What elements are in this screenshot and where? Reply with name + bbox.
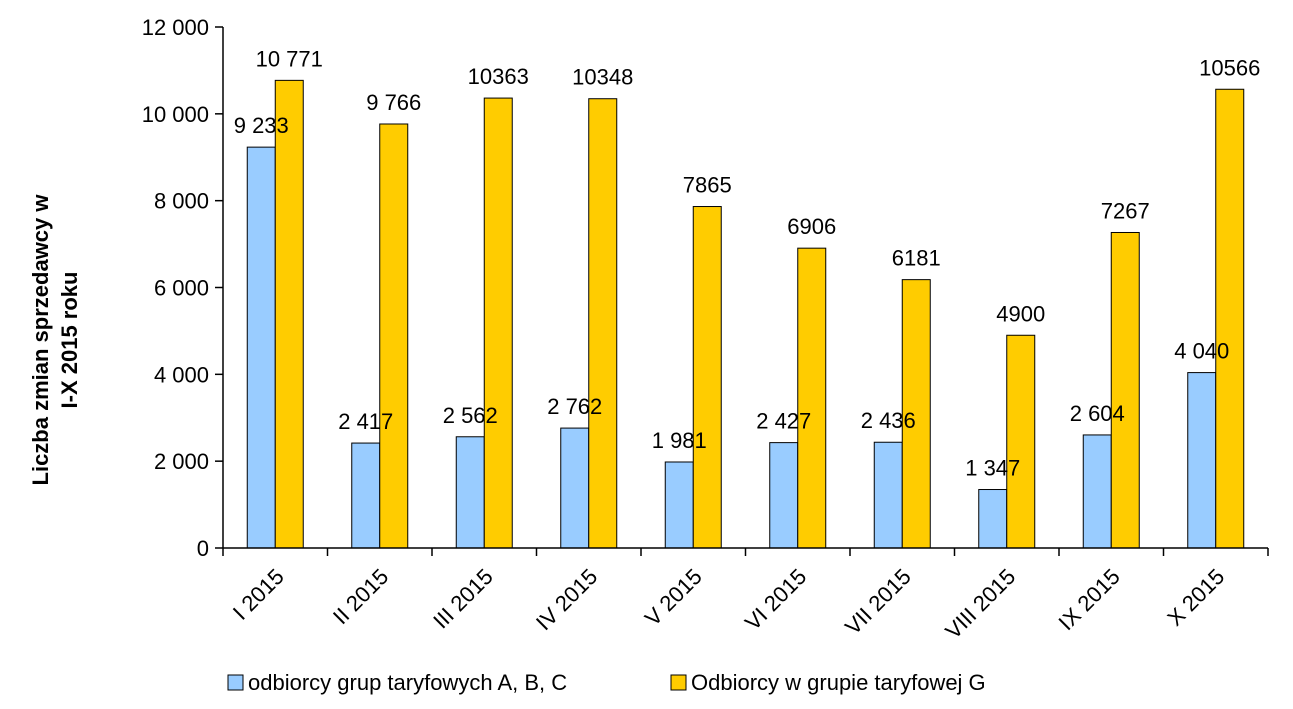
x-axis-category-labels: I 2015 II 2015 III 2015 IV 2015 V 2015 VI 201… xyxy=(228,564,1229,644)
bar-abc xyxy=(769,442,799,549)
bar-abc xyxy=(246,146,276,549)
data-label: 10363 xyxy=(468,64,529,89)
legend: odbiorcy grup taryfowych A, B, C Odbiorcy… xyxy=(227,670,986,695)
y-axis-title-line-1: Liczba zmian sprzedawcy w xyxy=(28,194,53,486)
bar-g xyxy=(1006,334,1036,549)
data-label: 1 347 xyxy=(965,456,1020,481)
x-category-label: I 2015 xyxy=(228,564,289,625)
data-label: 6181 xyxy=(892,246,941,271)
legend-label: Odbiorcy w grupie taryfowej G xyxy=(691,670,986,695)
x-category-label: V 2015 xyxy=(640,564,707,631)
x-category-label: VII 2015 xyxy=(840,564,916,640)
data-label: 4 040 xyxy=(1174,339,1229,364)
data-label: 6906 xyxy=(787,214,836,239)
data-label: 4900 xyxy=(996,301,1045,326)
x-category-label: III 2015 xyxy=(428,564,498,634)
legend-swatch xyxy=(670,674,687,691)
legend-label: odbiorcy grup taryfowych A, B, C xyxy=(248,670,567,695)
x-category-label: X 2015 xyxy=(1162,564,1229,631)
y-axis-title: Liczba zmian sprzedawcy w I-X 2015 roku xyxy=(28,194,82,486)
y-tick-label: 10 000 xyxy=(142,102,209,127)
data-label: 2 417 xyxy=(338,409,393,434)
x-category-label: IX 2015 xyxy=(1053,564,1124,635)
data-label: 9 233 xyxy=(234,113,289,138)
y-tick-label: 12 000 xyxy=(142,15,209,40)
y-tick-label: 0 xyxy=(197,536,209,561)
legend-swatch xyxy=(227,674,244,691)
x-category-label: IV 2015 xyxy=(531,564,602,635)
bar-abc xyxy=(1082,434,1112,549)
y-tick-label: 6 000 xyxy=(154,276,209,301)
y-axis-ticks: 0 2 000 4 000 6 000 8 000 10 000 12 000 xyxy=(142,15,223,561)
y-tick-label: 4 000 xyxy=(154,362,209,387)
bar-g xyxy=(588,98,618,549)
bar-g xyxy=(1215,88,1245,549)
data-label: 9 766 xyxy=(366,90,421,115)
data-label: 2 604 xyxy=(1070,401,1125,426)
bar-abc xyxy=(1187,372,1217,549)
y-tick-label: 8 000 xyxy=(154,189,209,214)
bar-abc xyxy=(978,489,1008,549)
bar-g xyxy=(1110,231,1140,549)
bar-abc xyxy=(560,427,590,549)
bar-abc xyxy=(455,436,485,549)
data-label: 10 771 xyxy=(256,46,323,71)
bar-abc xyxy=(664,461,694,549)
data-label: 2 762 xyxy=(547,394,602,419)
bar-g xyxy=(797,247,827,549)
bar-g xyxy=(692,206,722,549)
axes-group xyxy=(222,27,1269,556)
x-category-label: VI 2015 xyxy=(740,564,811,635)
data-labels-group: 9 233 2 417 2 562 2 762 1 981 2 427 2 436 1 347… xyxy=(234,46,1261,480)
data-label: 7267 xyxy=(1101,198,1150,223)
data-label: 10566 xyxy=(1199,55,1260,80)
data-label: 2 427 xyxy=(756,409,811,434)
data-label: 7865 xyxy=(683,173,732,198)
x-category-label: II 2015 xyxy=(328,564,393,629)
bar-series-group xyxy=(246,79,1245,549)
x-category-label: VIII 2015 xyxy=(940,564,1020,644)
bar-g xyxy=(274,79,304,549)
y-tick-label: 2 000 xyxy=(154,449,209,474)
bar-abc xyxy=(351,442,381,549)
data-label: 2 436 xyxy=(861,408,916,433)
bar-g xyxy=(483,97,513,549)
data-label: 10348 xyxy=(572,65,633,90)
data-label: 2 562 xyxy=(443,403,498,428)
bar-g xyxy=(379,123,409,549)
data-label: 1 981 xyxy=(652,428,707,453)
bar-abc xyxy=(873,441,903,549)
y-axis-title-line-2: I-X 2015 roku xyxy=(57,272,82,409)
